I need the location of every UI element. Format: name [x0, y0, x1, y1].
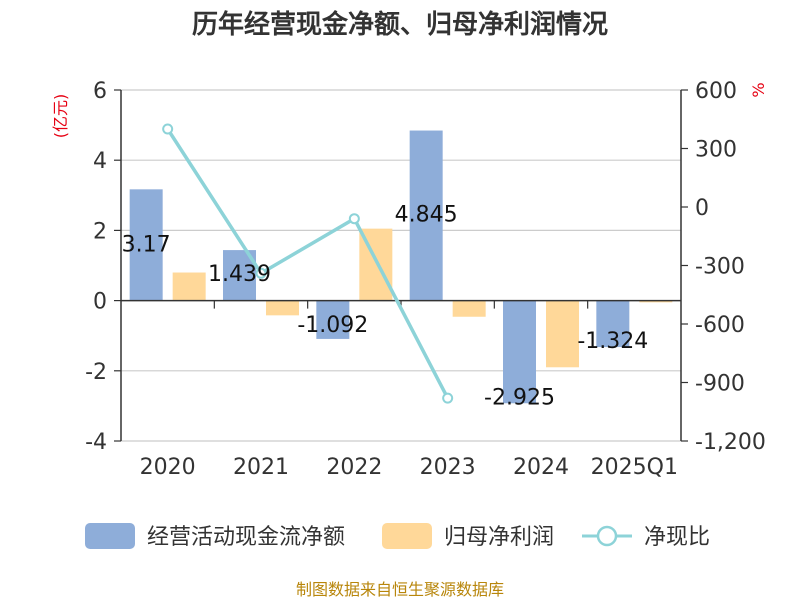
x-ticks: 2020 2021 2022 2023 2024 2025Q1: [140, 300, 678, 480]
bar-net-profit[interactable]: [266, 300, 299, 316]
x-tick-label: 2020: [140, 455, 196, 480]
legend-item-cash-ratio[interactable]: 净现比: [582, 525, 710, 550]
legend-label-operating-cash: 经营活动现金流净额: [147, 525, 345, 550]
bar-operating-cash[interactable]: [409, 130, 443, 301]
data-label-operating-cash: 4.845: [395, 203, 458, 228]
ratio-point[interactable]: [442, 392, 454, 404]
legend-swatch-net-profit: [382, 523, 432, 549]
legend-label-cash-ratio: 净现比: [644, 525, 710, 550]
ratio-point[interactable]: [348, 213, 360, 225]
legend-item-net-profit[interactable]: 归母净利润: [382, 523, 554, 550]
bar-operating-cash[interactable]: [129, 189, 163, 301]
right-tick-label: 0: [695, 196, 709, 221]
bar-net-profit[interactable]: [546, 300, 579, 368]
data-label-operating-cash: -1.092: [297, 313, 368, 338]
data-label-operating-cash: -1.324: [577, 329, 648, 354]
right-tick-label: 600: [695, 79, 737, 104]
legend-swatch-marker: [596, 525, 618, 547]
right-tick-label: -300: [695, 255, 745, 280]
ratio-point[interactable]: [255, 267, 267, 279]
left-tick-label: -2: [85, 360, 107, 385]
right-axis-unit: %: [749, 82, 768, 97]
data-label-operating-cash: -2.925: [484, 385, 555, 410]
bar-net-profit[interactable]: [452, 300, 486, 317]
right-ticks: -1,200 -900 -600 -300 0 300 600: [681, 79, 766, 455]
legend-swatch-operating-cash: [85, 523, 135, 549]
bar-net-profit[interactable]: [639, 300, 673, 303]
left-ticks: -4 -2 0 2 4 6: [85, 79, 121, 455]
ratio-line: [162, 123, 454, 404]
ratio-polyline: [166, 128, 450, 399]
left-tick-label: 0: [93, 290, 107, 315]
left-axis-unit: (亿元): [51, 94, 70, 139]
data-label-operating-cash: 3.17: [122, 232, 171, 257]
data-source: 制图数据来自恒生聚源数据库: [296, 580, 504, 599]
right-tick-label: -900: [695, 372, 745, 397]
right-tick-label: 300: [695, 138, 737, 163]
bar-operating-cash[interactable]: [596, 300, 630, 348]
legend-item-operating-cash[interactable]: 经营活动现金流净额: [85, 523, 345, 550]
left-tick-label: 4: [93, 149, 107, 174]
ratio-point[interactable]: [162, 123, 174, 135]
x-tick-label: 2025Q1: [591, 455, 678, 480]
bar-net-profit[interactable]: [172, 272, 206, 301]
bar-operating-cash[interactable]: [503, 300, 536, 404]
bars: [129, 130, 673, 404]
chart-title: 历年经营现金净额、归母净利润情况: [192, 9, 608, 40]
x-tick-label: 2024: [513, 455, 569, 480]
left-tick-label: 6: [93, 79, 107, 104]
x-tick-label: 2022: [326, 455, 382, 480]
right-tick-label: -1,200: [695, 430, 766, 455]
data-labels: 3.17 1.439 -1.092 4.845 -2.925 -1.324: [122, 203, 649, 411]
left-tick-label: 2: [93, 219, 107, 244]
gridlines: [121, 89, 681, 442]
x-tick-label: 2023: [420, 455, 476, 480]
right-tick-label: -600: [695, 313, 745, 338]
legend-label-net-profit: 归母净利润: [444, 525, 554, 550]
x-tick-label: 2021: [233, 455, 289, 480]
legend: 经营活动现金流净额 归母净利润 净现比: [85, 523, 710, 550]
bar-operating-cash[interactable]: [316, 300, 350, 339]
left-tick-label: -4: [85, 430, 107, 455]
data-label-operating-cash: 1.439: [208, 262, 271, 287]
